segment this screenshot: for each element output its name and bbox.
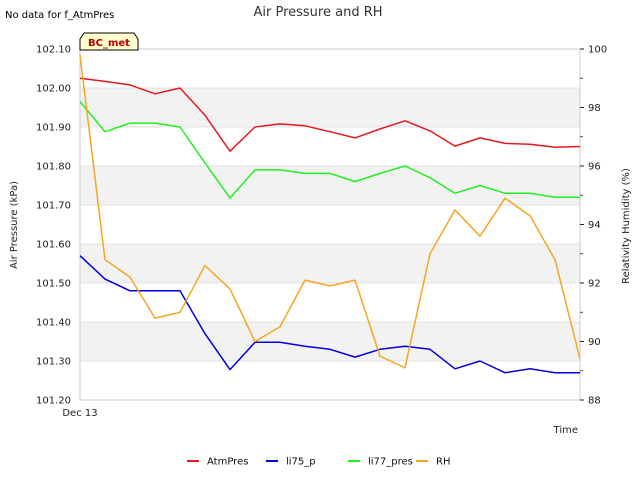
y-tick-label-right: 98 [588, 103, 601, 114]
no-data-note: No data for f_AtmPres [5, 10, 114, 21]
x-tick-label: Dec 13 [62, 408, 97, 419]
series-layer [79, 54, 581, 374]
y-tick-label-right: 100 [588, 45, 607, 56]
y-axis-label-right: Relativity Humidity (%) [621, 168, 632, 284]
y-tick-label-left: 101.70 [36, 201, 71, 212]
bc-met-badge: BC_met [79, 32, 139, 51]
series-line-atmpres [79, 77, 581, 152]
series-line-rh [79, 54, 581, 369]
y-tick-label-left: 101.40 [36, 318, 71, 329]
y-tick-label-left: 101.60 [36, 240, 71, 251]
y-tick-label-right: 90 [588, 337, 601, 348]
y-tick-label-left: 102.00 [36, 84, 71, 95]
grid-band [80, 166, 580, 205]
legend-label: li77_pres [368, 457, 413, 468]
y-tick-label-left: 101.50 [36, 279, 71, 290]
y-tick-label-right: 92 [588, 279, 601, 290]
y-axis-label-left: Air Pressure (kPa) [9, 181, 20, 269]
y-tick-label-left: 101.30 [36, 357, 71, 368]
badge-label: BC_met [88, 38, 130, 49]
grid-band [80, 322, 580, 361]
series-line-li75-p [79, 255, 580, 374]
grid-band [80, 244, 580, 283]
legend: AtmPres li75_p li77_pres RH [187, 457, 450, 468]
legend-label: RH [436, 457, 450, 468]
grid-lines [80, 48, 580, 401]
y-tick-label-left: 102.10 [36, 45, 71, 56]
x-axis-label: Time [553, 425, 578, 436]
legend-label: AtmPres [207, 457, 248, 468]
y-tick-label-left: 101.90 [36, 123, 71, 134]
y-tick-label-right: 88 [588, 396, 601, 407]
left-axis-ticks: 101.20 101.30 101.40 101.50 101.60 101.70 101.… [36, 45, 71, 407]
badge-shape [79, 32, 139, 51]
grid-bands [80, 88, 580, 361]
y-tick-label-left: 101.80 [36, 162, 71, 173]
chart-title: Air Pressure and RH [253, 5, 382, 20]
y-tick-label-right: 94 [588, 220, 601, 231]
grid-band [80, 88, 580, 127]
series-line-li77-pres [79, 101, 580, 199]
right-axis-ticks: 88 90 92 94 96 98 100 [580, 45, 607, 407]
y-tick-label-right: 96 [588, 162, 601, 173]
legend-label: li75_p [286, 457, 316, 468]
y-tick-label-left: 101.20 [36, 396, 71, 407]
